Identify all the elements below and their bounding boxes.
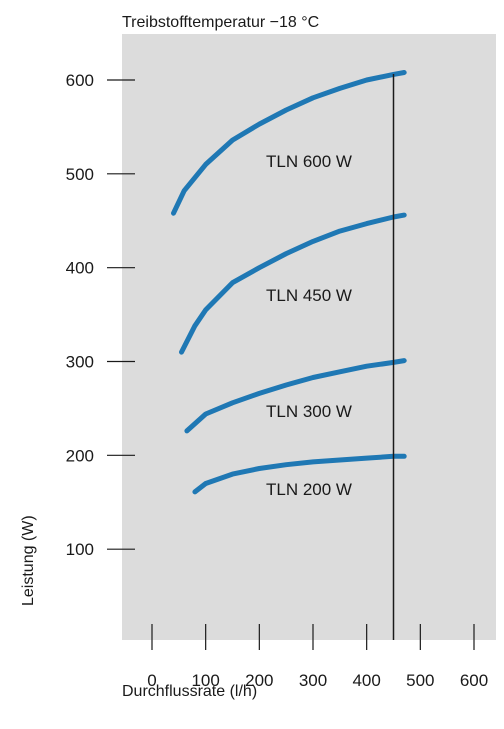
x-tick-label: 100	[191, 671, 219, 690]
y-tick-label: 400	[66, 259, 94, 278]
y-tick-label: 200	[66, 446, 94, 465]
plot-area	[122, 34, 496, 640]
x-tick-label: 600	[460, 671, 488, 690]
series-label: TLN 200 W	[266, 480, 352, 499]
x-tick-label: 400	[352, 671, 380, 690]
series-label: TLN 450 W	[266, 286, 352, 305]
y-tick-label: 600	[66, 71, 94, 90]
x-tick-label: 200	[245, 671, 273, 690]
x-axis: 0 100 200 300 400 500 600	[147, 624, 488, 690]
x-tick-label: 500	[406, 671, 434, 690]
series-label: TLN 600 W	[266, 152, 352, 171]
series-layer: TLN 600 W TLN 450 W TLN 300 W TLN 200 W	[171, 70, 407, 499]
y-tick-label: 100	[66, 540, 94, 559]
x-axis-label: Durchflussrate (l/h)	[122, 683, 257, 700]
y-tick-label: 500	[66, 165, 94, 184]
series-line-tln-200-w	[192, 453, 407, 495]
series-line-tln-450-w	[179, 212, 407, 355]
y-axis: 100 200 300 400 500 600	[66, 71, 135, 559]
x-tick-label: 300	[299, 671, 327, 690]
series-label: TLN 300 W	[266, 402, 352, 421]
series-line-tln-300-w	[184, 358, 407, 434]
x-tick-label: 0	[147, 671, 156, 690]
series-line-tln-600-w	[171, 70, 407, 216]
chart-title: Treibstofftemperatur −18 °C	[122, 14, 319, 31]
y-axis-label: Leistung (W)	[20, 515, 37, 606]
y-tick-label: 300	[66, 353, 94, 372]
